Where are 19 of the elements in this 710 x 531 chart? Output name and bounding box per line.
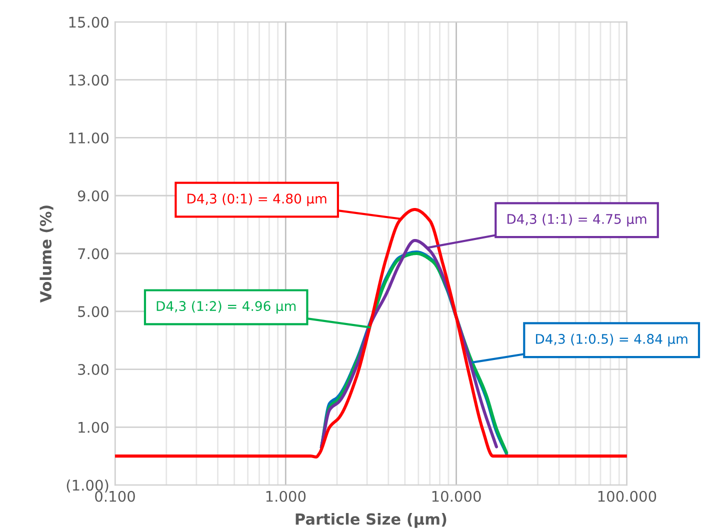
annotation: D4,3 (1:2) = 4.96 µm [156,300,296,314]
annotation: D4,3 (0:1) = 4.80 µm [188,193,326,206]
y-tick-label: 1.00 [78,422,108,433]
x-tick-label: 0.100 [95,490,135,502]
y-tick-label: 3.00 [78,364,108,376]
y-tick-label: 13.00 [69,74,108,86]
x-tick-label: 100.000 [598,490,656,502]
y-tick-label: 15.00 [69,16,108,28]
y-tick-label: (1.00) [66,479,108,492]
annotation: D4,3 (1:1) = 4.75 µm [507,214,646,227]
y-tick-label: 5.00 [78,306,108,318]
y-tick-label: 11.00 [69,132,108,144]
y-tick-label: 7.00 [78,248,108,260]
x-tick-label: 10.000 [432,490,481,502]
y-tick-label: 9.00 [78,190,108,202]
x-tick-label: 1.000 [266,490,306,502]
x-axis-title: Particle Size (µm) [296,513,446,528]
annotation: D4,3 (1:0.5) = 4.84 µm [536,334,688,346]
y-axis-title: Volume (%) [40,206,54,303]
